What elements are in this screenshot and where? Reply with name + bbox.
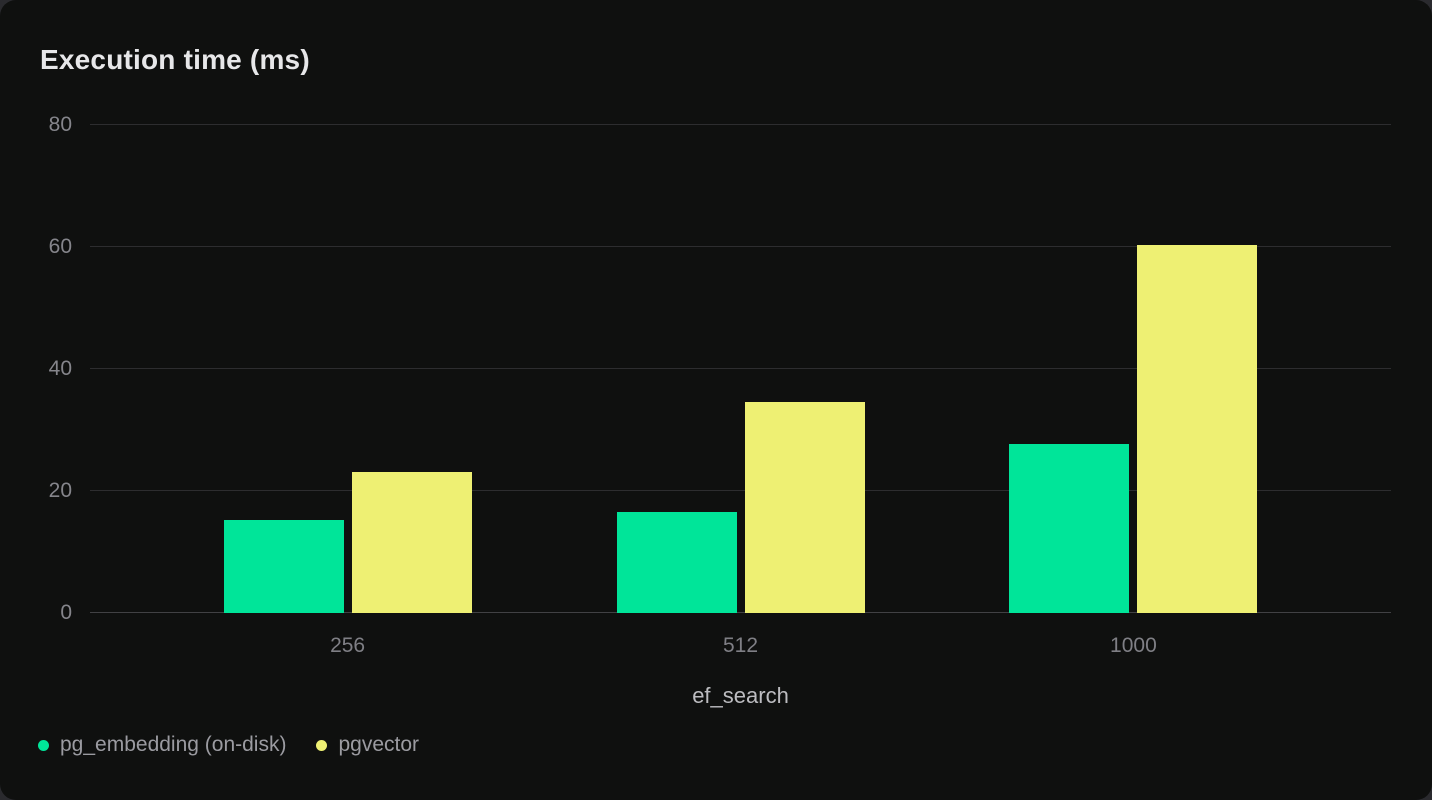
- gridline-y-60: [90, 246, 1391, 247]
- legend-label: pgvector: [338, 733, 420, 756]
- bar-pg-embedding-on-disk-1000: [1009, 444, 1130, 613]
- bar-pgvector-1000: [1137, 244, 1258, 613]
- bar-pg-embedding-on-disk-256: [223, 520, 344, 613]
- x-tick-label-1000: 1000: [1110, 634, 1157, 657]
- y-axis: 0 20 40 60 80: [0, 114, 72, 624]
- y-tick-label-0: 0: [60, 601, 72, 624]
- y-tick-label-20: 20: [48, 479, 72, 502]
- bar-pgvector-512: [744, 401, 865, 613]
- x-axis: 256 512 1000: [90, 634, 1391, 660]
- x-axis-title: ef_search: [692, 683, 789, 708]
- y-tick-label-60: 60: [48, 235, 72, 258]
- bar-pg-embedding-on-disk-512: [616, 512, 737, 613]
- x-tick-label-512: 512: [722, 634, 759, 657]
- legend-item-pgvector: pgvector: [316, 733, 419, 757]
- x-tick-label-256: 256: [330, 634, 366, 657]
- legend-item-pg-embedding-on-disk: pg_embedding (on-disk): [38, 733, 286, 757]
- plot-area: [90, 124, 1391, 613]
- legend-swatch-icon: [38, 739, 49, 751]
- gridline-y-0: [90, 612, 1391, 613]
- chart-title: Execution time (ms): [40, 44, 310, 75]
- bar-pgvector-256: [351, 472, 472, 613]
- legend-swatch-icon: [316, 739, 328, 751]
- legend-label: pg_embedding (on-disk): [60, 733, 287, 756]
- y-tick-label-80: 80: [48, 113, 72, 136]
- gridline-y-40: [90, 368, 1391, 369]
- legend: pg_embedding (on-disk) pgvector: [38, 733, 419, 757]
- y-tick-label-40: 40: [48, 357, 72, 380]
- gridline-y-20: [90, 490, 1391, 491]
- gridline-y-80: [90, 124, 1391, 125]
